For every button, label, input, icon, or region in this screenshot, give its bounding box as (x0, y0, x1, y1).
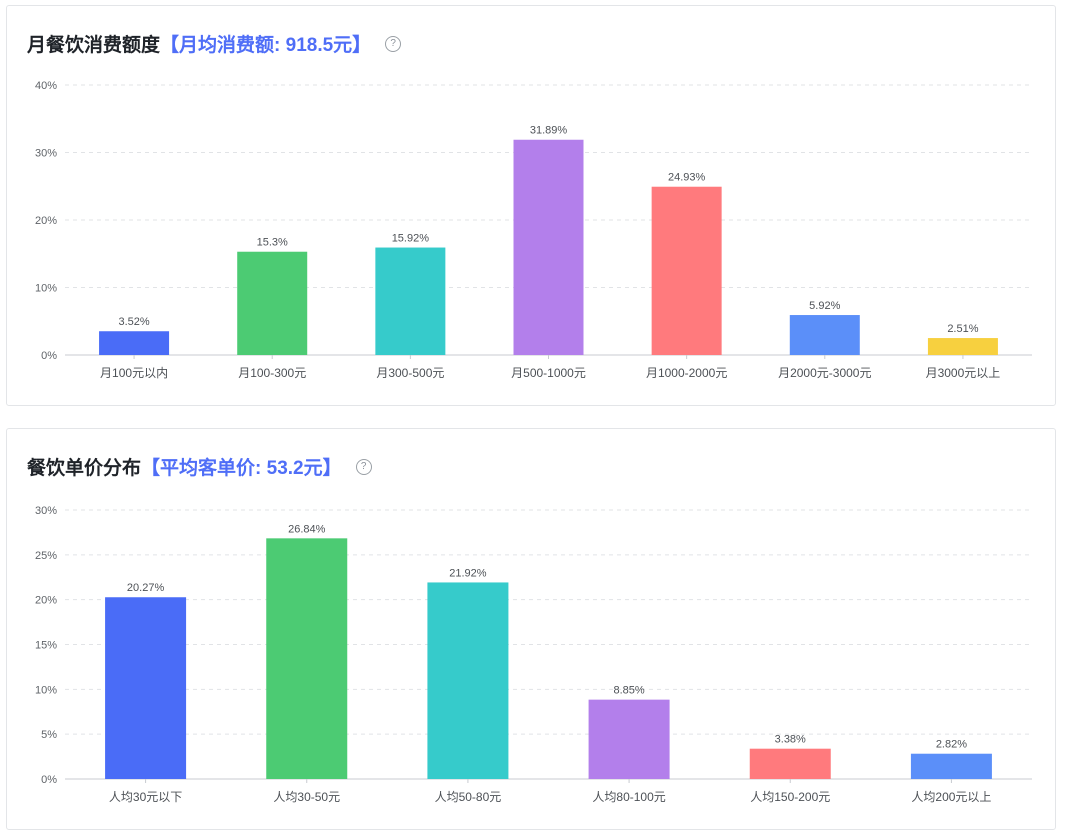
y-tick-label: 30% (35, 505, 57, 517)
bar (99, 331, 170, 355)
question-circle-icon[interactable]: ? (385, 35, 402, 52)
data-label: 3.38% (775, 734, 806, 746)
bar (749, 748, 831, 779)
x-tick-label: 月100元以内 (100, 366, 168, 380)
bar (910, 753, 992, 779)
data-label: 31.89% (530, 125, 568, 137)
x-tick-label: 月300-500元 (376, 366, 444, 380)
data-label: 2.51% (947, 323, 978, 335)
bar (237, 251, 308, 355)
consumption-chart-card: 月餐饮消费额度 【月均消费额: 918.5元】 ? 0% 10% 20% 30% 40%… (6, 5, 1056, 406)
chart-title: 月餐饮消费额度 【月均消费额: 918.5元】 ? (27, 30, 402, 57)
chart-title: 餐饮单价分布 【平均客单价: 53.2元】 ? (27, 453, 372, 480)
question-circle-icon[interactable]: ? (355, 458, 372, 475)
x-tick-label: 月500-1000元 (511, 366, 586, 380)
y-tick-label: 10% (35, 283, 57, 295)
y-tick-label: 0% (41, 774, 57, 786)
unit-price-chart-card: 餐饮单价分布 【平均客单价: 53.2元】 ? 0% 5% 10% 15% 20% 25%… (6, 428, 1056, 830)
x-tick-label: 人均200元以上 (911, 790, 991, 804)
y-tick-label: 30% (35, 148, 57, 160)
bar (588, 699, 670, 779)
bar (651, 186, 722, 355)
x-tick-label: 月100-300元 (238, 366, 306, 380)
data-label: 15.3% (257, 237, 288, 249)
bar (427, 582, 509, 779)
data-label: 15.92% (392, 233, 430, 245)
data-label: 5.92% (809, 300, 840, 312)
bar (266, 538, 348, 779)
y-tick-label: 40% (35, 80, 57, 92)
chart-title-main: 餐饮单价分布 (27, 458, 142, 479)
y-tick-label: 5% (41, 729, 57, 741)
data-label: 20.27% (127, 582, 165, 594)
x-tick-label: 月1000-2000元 (646, 366, 727, 380)
bar (927, 338, 998, 355)
data-label: 26.84% (288, 523, 326, 535)
bar (513, 139, 584, 355)
x-tick-label: 人均30-50元 (273, 790, 340, 804)
x-tick-label: 月3000元以上 (926, 366, 1001, 380)
y-tick-label: 25% (35, 550, 57, 562)
x-tick-label: 月2000元-3000元 (778, 366, 871, 380)
y-tick-label: 10% (35, 684, 57, 696)
bar (789, 315, 860, 355)
y-tick-label: 20% (35, 215, 57, 227)
data-label: 24.93% (668, 172, 706, 184)
chart-title-main: 月餐饮消费额度 (27, 35, 161, 56)
y-tick-label: 15% (35, 640, 57, 652)
bar (105, 597, 187, 779)
consumption-bar-chart: 0% 10% 20% 30% 40% 3.52% 月100元以内 15.3% 月100-300元… (35, 80, 1032, 380)
unit-price-bar-chart: 0% 5% 10% 15% 20% 25% 30% 20.27% 人均30元以下 26.84% 人均… (35, 505, 1032, 804)
chart-title-highlight: 【月均消费额: 918.5元】 (160, 35, 372, 56)
x-tick-label: 人均30元以下 (109, 790, 182, 804)
data-label: 3.52% (118, 316, 149, 328)
y-tick-label: 20% (35, 595, 57, 607)
data-label: 8.85% (613, 685, 644, 697)
data-label: 2.82% (936, 739, 967, 751)
data-label: 21.92% (449, 567, 487, 579)
x-tick-label: 人均50-80元 (435, 790, 502, 804)
y-tick-label: 0% (41, 350, 57, 362)
x-tick-label: 人均150-200元 (750, 790, 830, 804)
x-tick-label: 人均80-100元 (592, 790, 665, 804)
chart-title-highlight: 【平均客单价: 53.2元】 (141, 458, 342, 479)
bar (375, 247, 446, 355)
